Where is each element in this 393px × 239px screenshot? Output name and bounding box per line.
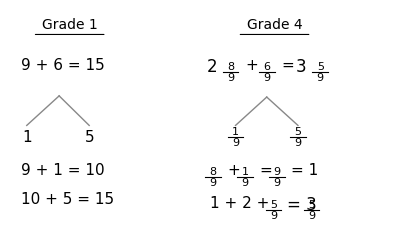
Text: 9 + 6 = 15: 9 + 6 = 15 — [21, 58, 105, 73]
Text: 9: 9 — [274, 178, 281, 188]
Text: 9: 9 — [232, 138, 239, 148]
Text: 9 + 1 = 10: 9 + 1 = 10 — [21, 163, 105, 178]
Text: 9: 9 — [317, 73, 324, 83]
Text: 9: 9 — [210, 178, 217, 188]
Text: 9: 9 — [242, 178, 249, 188]
Text: 1 + 2 +: 1 + 2 + — [210, 196, 270, 211]
Text: Grade 4: Grade 4 — [247, 18, 302, 32]
Text: 5: 5 — [294, 127, 301, 137]
Text: 9: 9 — [263, 73, 270, 83]
Text: 9: 9 — [270, 211, 277, 221]
Text: 9: 9 — [308, 211, 315, 221]
Text: 9: 9 — [274, 167, 281, 177]
Text: 9: 9 — [227, 73, 234, 83]
Text: = 3: = 3 — [287, 196, 317, 214]
Text: 2: 2 — [206, 58, 217, 76]
Text: +: + — [228, 163, 241, 178]
Text: Grade 1: Grade 1 — [42, 18, 97, 32]
Text: 9: 9 — [294, 138, 301, 148]
Text: 1: 1 — [242, 167, 249, 177]
Text: 3: 3 — [296, 58, 307, 76]
Text: 1: 1 — [232, 127, 239, 137]
Text: =: = — [260, 163, 272, 178]
Text: +: + — [245, 58, 258, 73]
Text: =: = — [281, 58, 294, 73]
Text: 5: 5 — [84, 130, 94, 145]
Text: 8: 8 — [227, 62, 234, 72]
Text: 10 + 5 = 15: 10 + 5 = 15 — [21, 191, 114, 206]
Text: 1: 1 — [22, 130, 31, 145]
Text: 8: 8 — [210, 167, 217, 177]
Text: 5: 5 — [270, 200, 277, 210]
Text: 5: 5 — [308, 200, 315, 210]
Text: 5: 5 — [317, 62, 324, 72]
Text: = 1: = 1 — [291, 163, 319, 178]
Text: 6: 6 — [263, 62, 270, 72]
